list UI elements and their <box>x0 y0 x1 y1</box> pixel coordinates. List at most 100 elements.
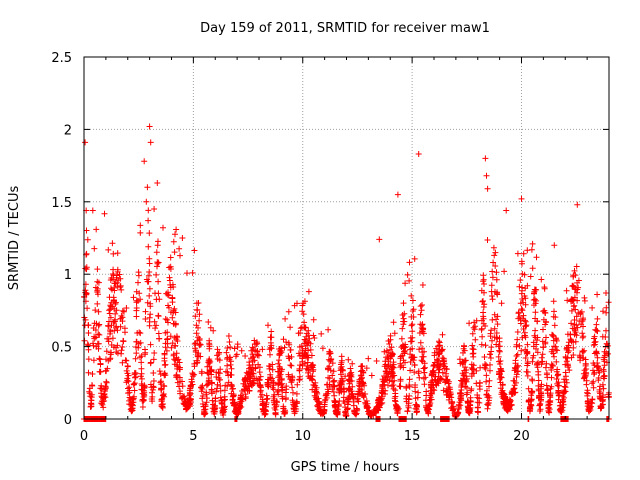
data-point <box>449 405 456 411</box>
data-point <box>603 309 610 316</box>
data-point <box>470 324 477 331</box>
data-point <box>226 339 233 345</box>
data-point <box>145 217 152 224</box>
data-point <box>540 326 546 333</box>
data-point <box>500 398 507 405</box>
data-point <box>162 344 169 351</box>
data-point <box>138 359 145 366</box>
data-point <box>568 320 575 327</box>
data-point <box>573 313 580 320</box>
data-point <box>402 280 409 287</box>
data-point <box>90 325 97 331</box>
data-point <box>288 362 295 369</box>
data-point <box>477 364 484 371</box>
data-point <box>161 350 168 357</box>
data-point <box>493 316 500 323</box>
data-point <box>420 330 427 337</box>
data-point <box>107 314 114 321</box>
data-point <box>496 358 502 365</box>
data-point <box>531 296 538 303</box>
data-point <box>85 330 92 336</box>
data-point <box>545 399 552 405</box>
data-point <box>421 369 428 376</box>
data-point <box>540 308 547 315</box>
data-point <box>419 302 425 308</box>
data-point <box>224 356 230 362</box>
data-point <box>133 297 140 304</box>
data-point <box>345 356 352 363</box>
data-point <box>147 360 154 367</box>
data-point <box>144 299 151 306</box>
data-point <box>117 315 124 322</box>
data-point <box>136 329 143 336</box>
data-point <box>520 312 527 319</box>
data-point <box>290 389 296 396</box>
data-point <box>454 409 461 416</box>
data-point <box>412 388 419 395</box>
data-point <box>559 398 566 405</box>
data-point <box>430 367 436 374</box>
data-point <box>543 319 550 326</box>
data-point <box>84 236 91 243</box>
data-point <box>198 368 205 375</box>
data-point <box>480 320 487 327</box>
data-point <box>571 302 578 309</box>
data-point <box>419 282 426 288</box>
data-point <box>552 343 559 350</box>
data-point <box>480 313 487 320</box>
data-point <box>131 370 138 377</box>
data-point <box>228 358 234 365</box>
data-point <box>166 264 173 271</box>
data-point <box>85 369 92 376</box>
data-point <box>325 388 332 395</box>
data-point <box>83 264 90 271</box>
data-point <box>590 342 597 349</box>
data-point <box>494 321 501 328</box>
data-point <box>402 359 408 366</box>
y-tick-label: 0.5 <box>51 341 72 356</box>
data-point <box>167 309 174 316</box>
data-point <box>111 318 118 325</box>
data-point <box>204 369 211 376</box>
data-point <box>421 381 428 388</box>
data-point <box>429 377 436 384</box>
data-point <box>228 365 235 372</box>
data-point <box>571 317 578 323</box>
data-point <box>476 383 483 390</box>
x-tick-label: 0 <box>80 429 88 444</box>
data-point <box>237 394 244 401</box>
data-point <box>548 374 555 381</box>
data-point <box>197 353 204 360</box>
data-point <box>459 358 466 365</box>
data-point <box>109 304 116 310</box>
data-point <box>253 375 260 382</box>
data-point <box>330 378 337 385</box>
data-point <box>408 292 415 299</box>
data-point <box>90 357 97 364</box>
data-point <box>362 391 369 397</box>
data-point <box>296 352 303 359</box>
data-point <box>305 288 312 295</box>
data-point <box>113 274 120 281</box>
data-point <box>264 395 271 402</box>
data-point <box>149 389 155 396</box>
data-point <box>174 363 181 370</box>
data-point <box>276 357 282 364</box>
data-point <box>206 363 213 370</box>
data-point <box>568 337 575 344</box>
data-point <box>231 345 238 352</box>
data-point <box>107 277 114 283</box>
data-point <box>382 358 389 365</box>
data-point <box>95 291 101 298</box>
data-point <box>362 401 369 407</box>
data-point <box>584 387 591 394</box>
data-point <box>530 352 537 359</box>
data-point <box>406 376 413 383</box>
data-point <box>131 381 137 388</box>
data-point <box>570 273 577 280</box>
data-point <box>230 391 237 398</box>
data-point <box>138 375 145 382</box>
data-point <box>466 402 473 409</box>
data-point <box>318 330 325 337</box>
